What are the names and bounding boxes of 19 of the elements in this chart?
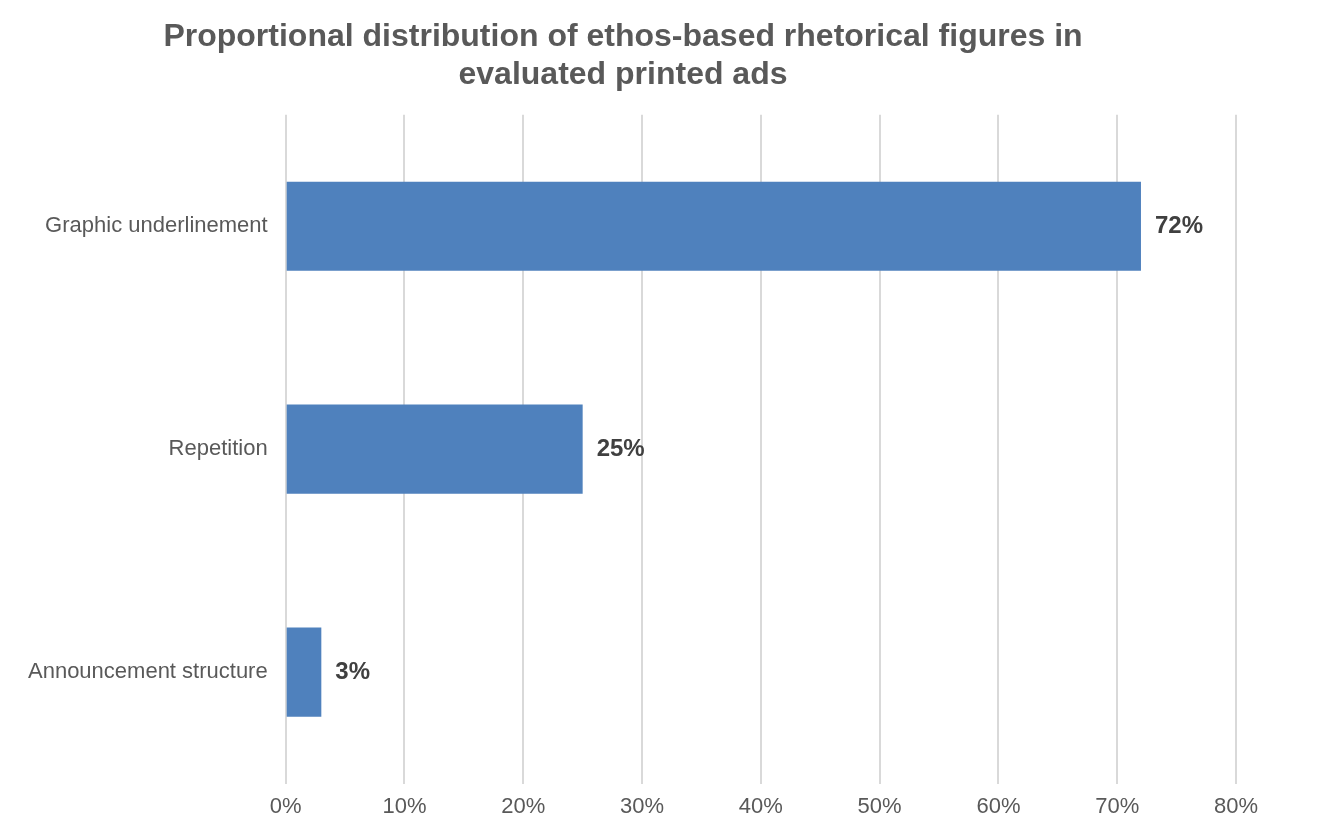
data-label: 3% [335, 656, 371, 684]
bar [286, 181, 1141, 271]
x-tick-label: 80% [1213, 792, 1259, 818]
data-label: 72% [1154, 210, 1204, 238]
data-label: 25% [596, 433, 645, 461]
x-tick-label: 30% [620, 792, 665, 818]
x-tick-label: 20% [501, 792, 546, 818]
y-tick-label: Repetition [168, 435, 268, 461]
y-tick-label: Announcement structure [27, 658, 268, 684]
x-tick-label: 60% [976, 792, 1021, 818]
x-tick-label: 70% [1095, 792, 1140, 818]
y-tick-label: Graphic underlinement [45, 212, 268, 238]
x-tick-label: 40% [738, 792, 783, 818]
chart-title: Proportional distribution of ethos-based rhetorical figures in evaluated printed ads [163, 17, 1083, 92]
x-tick-label: 50% [857, 792, 902, 818]
bar [286, 627, 322, 717]
x-tick-label: 0% [269, 792, 302, 818]
x-tick-label: 10% [382, 792, 427, 818]
bar [286, 404, 583, 494]
